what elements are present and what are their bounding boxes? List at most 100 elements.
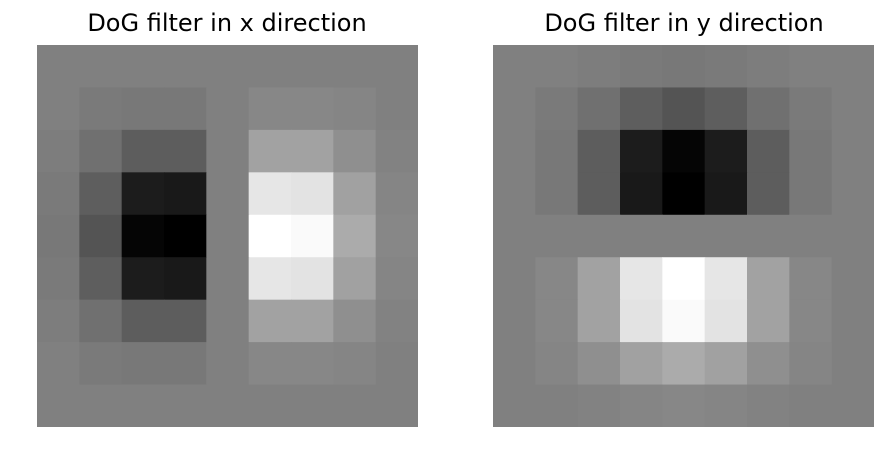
dog-x-cell-r0-c0 [37, 45, 80, 89]
dog-x-cell-r5-c6 [291, 257, 334, 301]
dog-y-cell-r5-c1 [535, 257, 579, 301]
dog-y-cell-r0-c7 [789, 45, 833, 89]
dog-x-cell-r8-c0 [37, 384, 80, 427]
dog-x-cell-r2-c1 [79, 129, 123, 173]
dog-x-cell-r1-c2 [121, 87, 165, 131]
dog-x-cell-r4-c6 [291, 214, 334, 258]
dog-y-cell-r1-c3 [620, 87, 663, 131]
dog-y-cell-r4-c6 [747, 214, 790, 258]
dog-x-cell-r2-c3 [164, 129, 207, 173]
dog-y-cell-r6-c5 [704, 299, 748, 343]
dog-x-cell-r5-c0 [37, 257, 80, 301]
dog-y-cell-r1-c6 [747, 87, 790, 131]
dog-x-cell-r3-c0 [37, 172, 80, 216]
dog-x-cell-r6-c1 [79, 299, 123, 343]
dog-y-cell-r3-c4 [662, 172, 706, 216]
dog-y-cell-r2-c7 [789, 129, 833, 173]
dog-x-cell-r4-c7 [333, 214, 377, 258]
dog-x-cell-r0-c6 [291, 45, 334, 89]
dog-x-cell-r2-c8 [375, 129, 418, 173]
dog-x-cell-r2-c2 [121, 129, 165, 173]
dog-y-cell-r7-c5 [704, 342, 748, 386]
dog-x-cell-r3-c4 [206, 172, 250, 216]
dog-x-cell-r1-c6 [291, 87, 334, 131]
dog-y-cell-r8-c7 [789, 384, 833, 427]
dog-x-cell-r4-c0 [37, 214, 80, 258]
dog-x-cell-r2-c6 [291, 129, 334, 173]
dog-y-cell-r3-c0 [493, 172, 536, 216]
dog-y-cell-r0-c0 [493, 45, 536, 89]
dog-y-cell-r7-c2 [577, 342, 621, 386]
dog-x-cell-r7-c3 [164, 342, 207, 386]
dog-x-cell-r1-c3 [164, 87, 207, 131]
dog-y-cell-r3-c3 [620, 172, 663, 216]
dog-x-cell-r1-c4 [206, 87, 250, 131]
dog-x-cell-r8-c4 [206, 384, 250, 427]
dog-x-cell-r1-c7 [333, 87, 377, 131]
dog-x-cell-r6-c6 [291, 299, 334, 343]
dog-x-cell-r1-c1 [79, 87, 123, 131]
dog-y-cell-r3-c6 [747, 172, 790, 216]
dog-y-cell-r8-c4 [662, 384, 706, 427]
dog-y-cell-r2-c8 [831, 129, 874, 173]
dog-y-cell-r4-c7 [789, 214, 833, 258]
dog-x-cell-r0-c1 [79, 45, 123, 89]
dog-x-title: DoG filter in x direction [87, 9, 367, 37]
dog-x-cell-r6-c4 [206, 299, 250, 343]
dog-y-cell-r0-c1 [535, 45, 579, 89]
dog-x-cell-r1-c8 [375, 87, 418, 131]
dog-x-cell-r2-c0 [37, 129, 80, 173]
dog-x-cell-r6-c3 [164, 299, 207, 343]
dog-x-cell-r1-c5 [248, 87, 292, 131]
dog-y-cell-r3-c2 [577, 172, 621, 216]
dog-y-cell-r3-c8 [831, 172, 874, 216]
dog-x-cell-r6-c2 [121, 299, 165, 343]
dog-x-cell-r5-c4 [206, 257, 250, 301]
dog-y-cell-r4-c5 [704, 214, 748, 258]
dog-y-cell-r5-c0 [493, 257, 536, 301]
dog-x-cell-r7-c2 [121, 342, 165, 386]
dog-y-cell-r7-c4 [662, 342, 706, 386]
dog-x-cell-r0-c2 [121, 45, 165, 89]
dog-y-cell-r0-c4 [662, 45, 706, 89]
dog-y-cell-r1-c5 [704, 87, 748, 131]
dog-y-cell-r6-c7 [789, 299, 833, 343]
dog-x-cell-r8-c7 [333, 384, 377, 427]
dog-x-cell-r6-c0 [37, 299, 80, 343]
dog-y-cell-r5-c3 [620, 257, 663, 301]
dog-x-cell-r7-c7 [333, 342, 377, 386]
dog-x-cell-r5-c5 [248, 257, 292, 301]
dog-y-cell-r8-c1 [535, 384, 579, 427]
dog-y-cell-r4-c8 [831, 214, 874, 258]
dog-x-cell-r0-c3 [164, 45, 207, 89]
dog-x-cell-r3-c1 [79, 172, 123, 216]
dog-y-cell-r5-c7 [789, 257, 833, 301]
dog-x-cell-r2-c4 [206, 129, 250, 173]
dog-y-cell-r5-c5 [704, 257, 748, 301]
dog-y-cell-r7-c7 [789, 342, 833, 386]
dog-x-cell-r3-c7 [333, 172, 377, 216]
dog-y-cell-r0-c6 [747, 45, 790, 89]
dog-y-cell-r6-c3 [620, 299, 663, 343]
dog-y-cell-r6-c0 [493, 299, 536, 343]
dog-y-cell-r6-c1 [535, 299, 579, 343]
dog-y-cell-r3-c7 [789, 172, 833, 216]
dog-y-cell-r0-c8 [831, 45, 874, 89]
dog-x-cell-r7-c0 [37, 342, 80, 386]
dog-x-cell-r8-c8 [375, 384, 418, 427]
dog-y-cell-r0-c5 [704, 45, 748, 89]
dog-x-cell-r5-c8 [375, 257, 418, 301]
dog-x-heatmap [37, 45, 418, 427]
dog-y-cell-r7-c8 [831, 342, 874, 386]
dog-x-cell-r0-c8 [375, 45, 418, 89]
dog-y-cell-r1-c8 [831, 87, 874, 131]
dog-y-cell-r8-c3 [620, 384, 663, 427]
dog-x-cell-r6-c5 [248, 299, 292, 343]
dog-y-cell-r4-c2 [577, 214, 621, 258]
dog-y-cell-r2-c2 [577, 129, 621, 173]
dog-y-cell-r8-c6 [747, 384, 790, 427]
dog-x-cell-r5-c3 [164, 257, 207, 301]
dog-y-cell-r1-c2 [577, 87, 621, 131]
dog-x-cell-r4-c8 [375, 214, 418, 258]
dog-x-cell-r0-c4 [206, 45, 250, 89]
